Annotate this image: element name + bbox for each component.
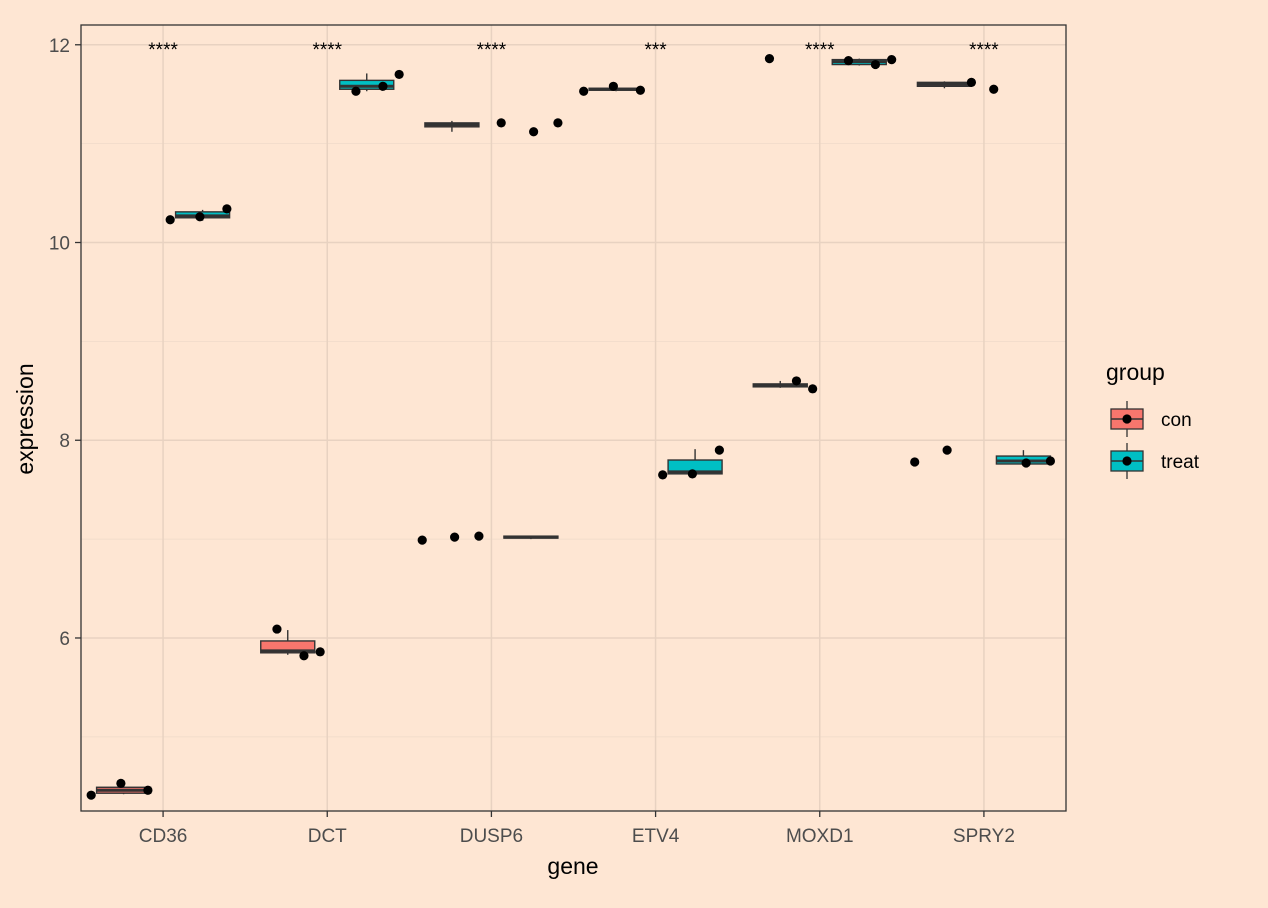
data-point-con <box>808 384 818 394</box>
significance-label: **** <box>312 40 342 61</box>
data-point-con <box>116 778 126 788</box>
legend-key-treat <box>1110 443 1144 479</box>
legend-title: group <box>1106 359 1165 385</box>
box-body <box>260 640 316 654</box>
data-point-treat <box>394 69 404 80</box>
x-tick-label: MOXD1 <box>786 826 854 847</box>
legend-key-point <box>1122 456 1132 466</box>
data-point-con <box>579 86 589 96</box>
data-point-treat <box>1021 458 1031 468</box>
data-point-treat <box>195 212 205 222</box>
box-treat-DUSP6 <box>503 535 559 540</box>
data-point-con <box>635 85 645 95</box>
data-point-con <box>417 535 427 545</box>
significance-label: *** <box>644 40 667 61</box>
significance-label: **** <box>969 40 999 61</box>
data-point-treat <box>529 127 539 137</box>
x-axis-title: gene <box>547 853 598 879</box>
data-point-con <box>910 457 920 467</box>
data-point-con <box>791 376 802 386</box>
data-point-treat <box>989 84 999 94</box>
data-point-con <box>942 445 952 455</box>
data-point-con <box>764 54 775 64</box>
data-point-treat <box>714 445 724 455</box>
data-point-treat <box>553 118 563 128</box>
data-point-con <box>450 532 460 542</box>
legend-label-con: con <box>1161 410 1192 431</box>
data-point-treat <box>165 215 175 225</box>
data-point-con <box>315 647 325 657</box>
data-point-treat <box>496 118 506 128</box>
data-point-con <box>474 531 484 541</box>
data-point-con <box>299 651 309 661</box>
legend-key-con <box>1110 401 1144 437</box>
data-point-treat <box>843 55 854 66</box>
significance-label: **** <box>477 40 507 61</box>
data-point-con <box>272 624 282 634</box>
data-point-treat <box>887 55 897 65</box>
y-tick-label: 10 <box>49 234 70 255</box>
data-point-treat <box>222 204 232 214</box>
box-con-MOXD1 <box>752 380 808 388</box>
x-tick-label: SPRY2 <box>953 826 1015 847</box>
data-point-con <box>608 81 618 91</box>
box-con-DUSP6 <box>424 120 480 132</box>
significance-label: **** <box>805 40 835 61</box>
y-tick-label: 12 <box>49 36 70 57</box>
data-point-con <box>86 790 96 800</box>
plot-border <box>80 24 1067 812</box>
legend-label-treat: treat <box>1161 452 1200 473</box>
significance-label: **** <box>148 40 178 61</box>
y-tick-label: 8 <box>59 431 70 452</box>
legend-key-point <box>1122 414 1132 424</box>
data-point-treat <box>351 86 361 96</box>
data-point-treat <box>658 470 668 480</box>
x-tick-label: ETV4 <box>632 826 680 847</box>
data-point-treat <box>1045 456 1056 466</box>
y-tick-label: 6 <box>59 629 70 650</box>
plot-panel <box>81 25 1066 811</box>
x-tick-label: DCT <box>308 826 347 847</box>
data-point-treat <box>687 469 697 479</box>
x-tick-label: CD36 <box>139 826 188 847</box>
legend: group con treat <box>1106 359 1200 479</box>
box-con-DCT <box>260 630 316 655</box>
x-tick-label: DUSP6 <box>460 826 523 847</box>
data-point-con <box>143 785 153 795</box>
data-point-treat <box>870 59 881 70</box>
data-point-treat <box>378 81 388 91</box>
y-axis-title: expression <box>12 363 38 474</box>
data-point-con <box>966 77 977 87</box>
